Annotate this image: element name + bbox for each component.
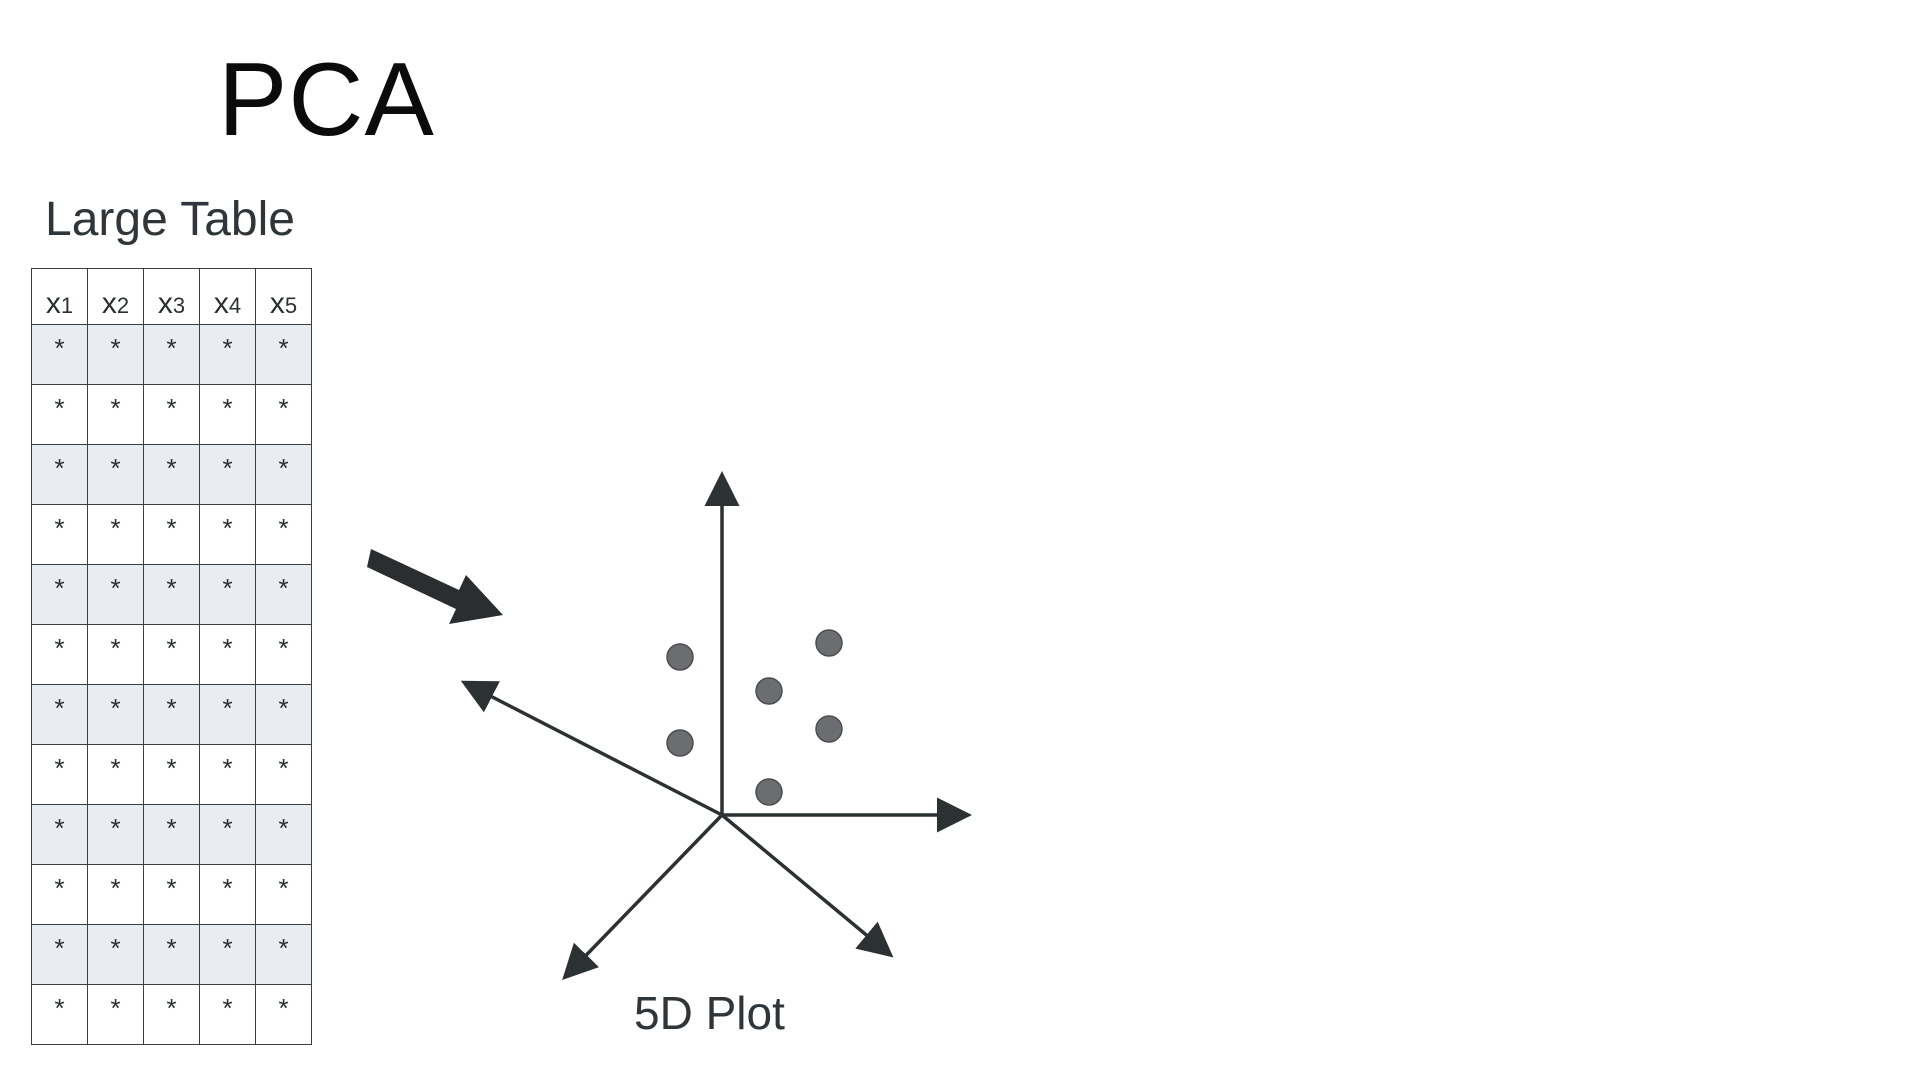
table-cell: * [31, 504, 88, 565]
table-row: * * * * * [31, 924, 312, 985]
table-cell: * [199, 924, 256, 985]
table-cell: * [199, 864, 256, 925]
table-cell: * [143, 684, 200, 745]
table-cell: * [199, 564, 256, 625]
table-row: * * * * * [31, 504, 312, 565]
plot-point [755, 677, 783, 705]
table-cell: * [31, 444, 88, 505]
table-cell: * [199, 984, 256, 1045]
table-cell: * [199, 504, 256, 565]
plot-point [815, 629, 843, 657]
large-table: x1 x2 x3 x4 x5 * * * * * * * * * * * * * * * * * * * * * * * * *… [31, 268, 312, 1045]
table-cell: * [87, 804, 144, 865]
table-row: * * * * * [31, 864, 312, 925]
table-cell: * [255, 804, 312, 865]
table-header-row: x1 x2 x3 x4 x5 [31, 268, 312, 325]
column-header-x4: x4 [199, 268, 256, 325]
column-header-x3: x3 [143, 268, 200, 325]
table-cell: * [87, 624, 144, 685]
table-cell: * [143, 564, 200, 625]
table-cell: * [255, 744, 312, 805]
table-cell: * [31, 804, 88, 865]
table-cell: * [255, 924, 312, 985]
slide-title: PCA [218, 42, 435, 158]
table-row: * * * * * [31, 444, 312, 505]
axis-upper-left [460, 680, 723, 817]
table-cell: * [143, 384, 200, 445]
plot-caption: 5D Plot [634, 987, 785, 1039]
table-cell: * [143, 624, 200, 685]
table-row: * * * * * [31, 384, 312, 445]
table-cell: * [255, 384, 312, 445]
table-row: * * * * * [31, 684, 312, 745]
table-cell: * [199, 804, 256, 865]
table-row: * * * * * [31, 804, 312, 865]
table-cell: * [143, 924, 200, 985]
table-cell: * [87, 384, 144, 445]
table-cell: * [31, 864, 88, 925]
table-cell: * [31, 564, 88, 625]
table-cell: * [31, 744, 88, 805]
plot-point [666, 643, 694, 671]
table-cell: * [143, 444, 200, 505]
table-cell: * [143, 804, 200, 865]
plot-point [815, 715, 843, 743]
table-cell: * [87, 504, 144, 565]
axis-lower-right [720, 813, 894, 958]
table-cell: * [199, 384, 256, 445]
table-cell: * [199, 684, 256, 745]
table-cell: * [143, 864, 200, 925]
table-row: * * * * * [31, 324, 312, 385]
table-cell: * [255, 564, 312, 625]
table-cell: * [255, 444, 312, 505]
table-cell: * [31, 324, 88, 385]
arrow-right-down-icon [367, 549, 503, 624]
table-cell: * [255, 684, 312, 745]
table-cell: * [87, 564, 144, 625]
table-cell: * [87, 744, 144, 805]
table-cell: * [87, 864, 144, 925]
table-cell: * [31, 684, 88, 745]
table-cell: * [87, 324, 144, 385]
plot-axes [460, 471, 972, 981]
table-cell: * [143, 744, 200, 805]
table-cell: * [199, 744, 256, 805]
table-cell: * [255, 984, 312, 1045]
column-header-x1: x1 [31, 268, 88, 325]
table-cell: * [31, 384, 88, 445]
table-body: * * * * * * * * * * * * * * * * * * * * * * * * * * * * * * * * * * * * * * * *… [31, 324, 312, 1045]
column-header-x2: x2 [87, 268, 144, 325]
axis-lower-left [562, 813, 724, 981]
table-cell: * [199, 624, 256, 685]
column-header-x5: x5 [255, 268, 312, 325]
table-cell: * [31, 984, 88, 1045]
plot-point [666, 729, 694, 757]
table-row: * * * * * [31, 744, 312, 805]
table-cell: * [143, 984, 200, 1045]
table-row: * * * * * [31, 624, 312, 685]
table-cell: * [255, 624, 312, 685]
table-cell: * [87, 984, 144, 1045]
table-cell: * [31, 924, 88, 985]
table-cell: * [143, 324, 200, 385]
table-cell: * [199, 324, 256, 385]
table-row: * * * * * [31, 984, 312, 1045]
table-cell: * [31, 624, 88, 685]
table-cell: * [87, 924, 144, 985]
table-caption: Large Table [45, 193, 295, 246]
table-cell: * [255, 324, 312, 385]
plot-points [666, 629, 843, 806]
plot-point [755, 778, 783, 806]
table-cell: * [143, 504, 200, 565]
table-cell: * [87, 444, 144, 505]
table-row: * * * * * [31, 564, 312, 625]
table-cell: * [255, 864, 312, 925]
table-cell: * [255, 504, 312, 565]
table-cell: * [87, 684, 144, 745]
table-cell: * [199, 444, 256, 505]
